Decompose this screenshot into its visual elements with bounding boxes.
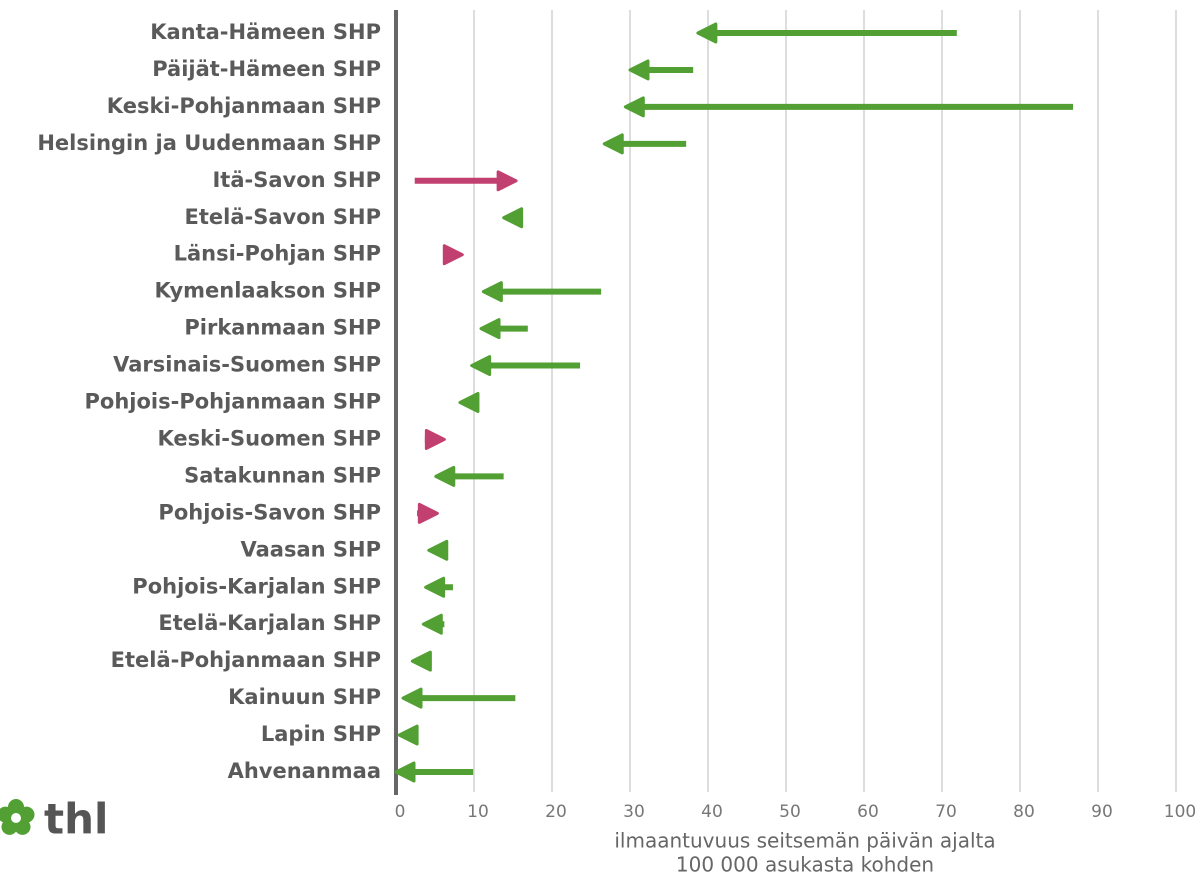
x-tick-label: 80: [1013, 802, 1035, 822]
x-tick-label: 60: [857, 802, 879, 822]
arrow-head: [496, 170, 518, 192]
x-tick-label: 0: [395, 802, 406, 822]
arrow-head: [502, 207, 524, 229]
arrow-head: [434, 465, 456, 487]
y-tick-label: Kainuun SHP: [228, 685, 381, 709]
x-tick-label: 50: [779, 802, 801, 822]
arrow-head: [602, 133, 624, 155]
y-tick-label: Lapin SHP: [261, 722, 381, 746]
x-tick-label: 90: [1091, 802, 1113, 822]
y-tick-label: Pohjois-Karjalan SHP: [132, 574, 381, 598]
y-tick-label: Kanta-Hämeen SHP: [150, 20, 381, 44]
arrow-head: [628, 59, 650, 81]
arrow-head: [410, 650, 432, 672]
y-tick-label: Keski-Pohjanmaan SHP: [107, 94, 381, 118]
y-tick-label: Keski-Suomen SHP: [157, 426, 381, 450]
y-tick-label: Satakunnan SHP: [184, 463, 381, 487]
x-tick-label: 20: [545, 802, 567, 822]
arrow-head: [623, 96, 645, 118]
y-tick-label: Ahvenanmaa: [228, 759, 381, 783]
y-tick-label: Helsingin ja Uudenmaan SHP: [37, 131, 381, 155]
x-tick-label: 10: [467, 802, 489, 822]
y-tick-label: Vaasan SHP: [241, 537, 381, 561]
arrow-head: [481, 281, 503, 303]
arrow-head: [479, 318, 501, 340]
y-tick-label: Etelä-Savon SHP: [185, 205, 381, 229]
arrow-head: [401, 687, 423, 709]
arrow-head: [696, 22, 718, 44]
x-axis-label: ilmaantuvuus seitsemän päivän ajalta: [614, 829, 995, 853]
arrow-head: [424, 576, 446, 598]
arrow-head: [417, 502, 439, 524]
y-tick-label: Päijät-Hämeen SHP: [152, 57, 381, 81]
y-tick-label: Etelä-Pohjanmaan SHP: [111, 648, 381, 672]
y-tick-label: Länsi-Pohjan SHP: [174, 242, 381, 266]
arrow-head: [424, 428, 446, 450]
arrow-head: [470, 355, 492, 377]
arrow-head: [421, 613, 443, 635]
x-tick-label: 70: [935, 802, 957, 822]
arrow-head: [442, 244, 464, 266]
logo-text: thl: [44, 795, 108, 844]
y-tick-label: Pohjois-Pohjanmaan SHP: [85, 390, 381, 414]
y-tick-label: Etelä-Karjalan SHP: [158, 611, 381, 635]
x-tick-label: 40: [701, 802, 723, 822]
logo-icon: [0, 799, 35, 835]
arrow-head: [427, 539, 449, 561]
arrow-head: [458, 392, 480, 413]
arrow-head: [394, 761, 416, 783]
x-tick-label: 30: [623, 802, 645, 822]
x-tick-label: 100: [1164, 802, 1195, 822]
y-tick-label: Kymenlaakson SHP: [155, 279, 381, 303]
x-axis-label: 100 000 asukasta kohden: [676, 853, 934, 877]
y-tick-label: Varsinais-Suomen SHP: [113, 353, 381, 377]
y-tick-label: Pirkanmaan SHP: [184, 316, 381, 340]
arrow-head: [397, 724, 419, 746]
y-tick-label: Pohjois-Savon SHP: [158, 500, 381, 524]
y-tick-label: Itä-Savon SHP: [212, 168, 381, 192]
